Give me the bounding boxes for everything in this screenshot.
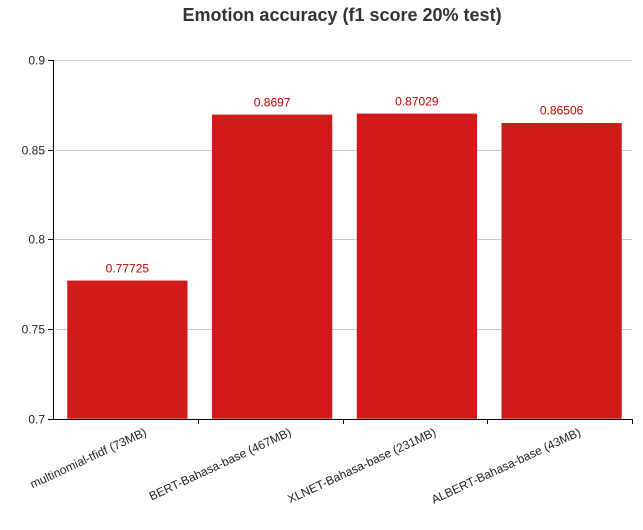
y-tick-label: 0.7 xyxy=(28,413,45,427)
y-tick-label: 0.9 xyxy=(28,54,45,68)
x-tick-label: XLNET-Bahasa-base (231MB) xyxy=(285,425,438,506)
x-tick-label: BERT-Bahasa-base (467MB) xyxy=(147,425,294,503)
value-labels: 0.77725 0.8697 0.87029 0.86506 xyxy=(106,94,584,275)
bar-value-label: 0.77725 xyxy=(106,261,150,275)
bar xyxy=(356,113,478,420)
y-tick-label: 0.75 xyxy=(22,323,46,337)
bar xyxy=(501,122,623,420)
x-tick-label: ALBERT-Bahasa-base (43MB) xyxy=(429,425,583,507)
y-tick-labels: 0.7 0.75 0.8 0.85 0.9 xyxy=(22,54,53,427)
bar xyxy=(66,280,188,420)
x-tick-labels: multinomial-tfidf (73MB)BERT-Bahasa-base… xyxy=(28,419,633,507)
bar-value-label: 0.8697 xyxy=(254,95,291,109)
bar xyxy=(211,114,333,420)
y-tick-label: 0.8 xyxy=(28,233,45,247)
bars xyxy=(66,113,623,420)
axes xyxy=(53,60,632,420)
bar-value-label: 0.86506 xyxy=(540,104,584,118)
bar-value-label: 0.87029 xyxy=(395,94,439,108)
x-tick-label: multinomial-tfidf (73MB) xyxy=(28,425,149,491)
y-tick-label: 0.85 xyxy=(22,144,46,158)
chart-title: Emotion accuracy (f1 score 20% test) xyxy=(182,5,501,25)
